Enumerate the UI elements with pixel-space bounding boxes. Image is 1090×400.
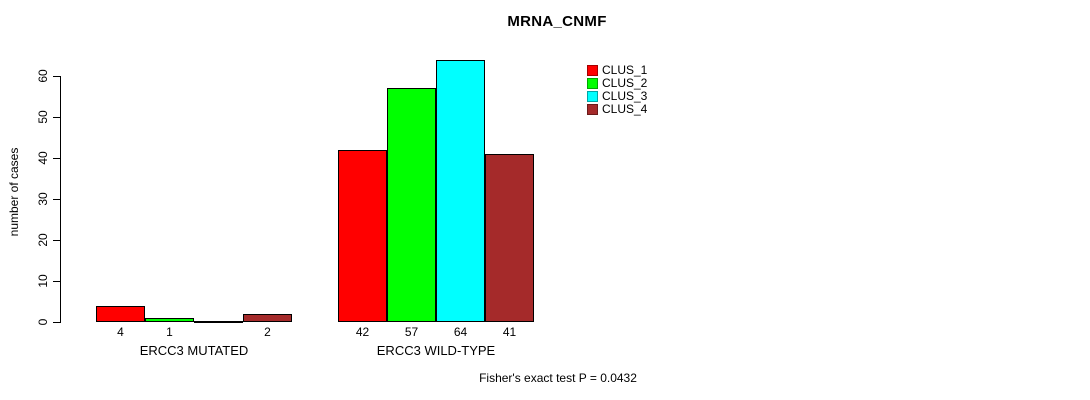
bar-clus_4-group2 xyxy=(485,154,534,322)
y-axis-line xyxy=(60,76,61,323)
legend-label-clus2: CLUS_2 xyxy=(602,76,648,90)
bar-value-label: 42 xyxy=(355,325,370,339)
bar-clus_1-group1 xyxy=(96,306,145,322)
bar-value-label: 41 xyxy=(502,325,517,339)
y-axis-tick xyxy=(53,240,60,241)
fisher-test-note: Fisher's exact test P = 0.0432 xyxy=(479,371,637,385)
bar-value-label: 2 xyxy=(264,325,271,339)
legend-swatch-clus3 xyxy=(587,90,598,102)
y-axis-tick xyxy=(53,322,60,323)
legend-swatch-clus1 xyxy=(587,64,598,76)
legend: CLUS_1 CLUS_2 CLUS_3 CLUS_4 xyxy=(587,64,647,115)
y-axis-tick xyxy=(53,76,60,77)
y-axis-tick xyxy=(53,158,60,159)
legend-item-clus4: CLUS_4 xyxy=(587,103,647,115)
y-axis-tick-label: 40 xyxy=(36,151,50,165)
y-axis-tick-label: 10 xyxy=(36,274,50,288)
bar-value-label: 4 xyxy=(117,325,124,339)
bar-value-label: 1 xyxy=(166,325,173,339)
legend-swatch-clus4 xyxy=(587,103,598,115)
bar-value-label: 57 xyxy=(404,325,419,339)
legend-item-clus3: CLUS_3 xyxy=(587,90,647,102)
bar-clus_2-group2 xyxy=(387,88,436,322)
y-axis-tick xyxy=(53,281,60,282)
y-axis-tick-label: 0 xyxy=(36,318,50,326)
legend-item-clus1: CLUS_1 xyxy=(587,64,647,76)
chart-title: MRNA_CNMF xyxy=(507,13,607,30)
bar-value-label: 64 xyxy=(453,325,468,339)
legend-label-clus3: CLUS_3 xyxy=(602,89,648,103)
bar-clus_4-group1 xyxy=(243,314,292,322)
y-axis-tick-label: 30 xyxy=(36,192,50,206)
x-group-label-mutated: ERCC3 MUTATED xyxy=(139,343,249,358)
bar-clus_1-group2 xyxy=(338,150,387,322)
x-group-label-wildtype: ERCC3 WILD-TYPE xyxy=(376,343,496,358)
bar-clus_3-group2 xyxy=(436,60,485,322)
legend-label-clus4: CLUS_4 xyxy=(602,102,648,116)
y-axis-label: number of cases xyxy=(7,147,21,237)
y-axis-tick xyxy=(53,199,60,200)
y-axis-tick-label: 50 xyxy=(36,110,50,124)
y-axis-tick xyxy=(53,117,60,118)
legend-swatch-clus2 xyxy=(587,77,598,89)
legend-label-clus1: CLUS_1 xyxy=(602,63,648,77)
legend-item-clus2: CLUS_2 xyxy=(587,77,647,89)
bar-clus_2-group1 xyxy=(145,318,194,322)
y-axis-tick-label: 60 xyxy=(36,69,50,83)
bar-clus_3-group1 xyxy=(194,321,243,323)
y-axis-tick-label: 20 xyxy=(36,233,50,247)
